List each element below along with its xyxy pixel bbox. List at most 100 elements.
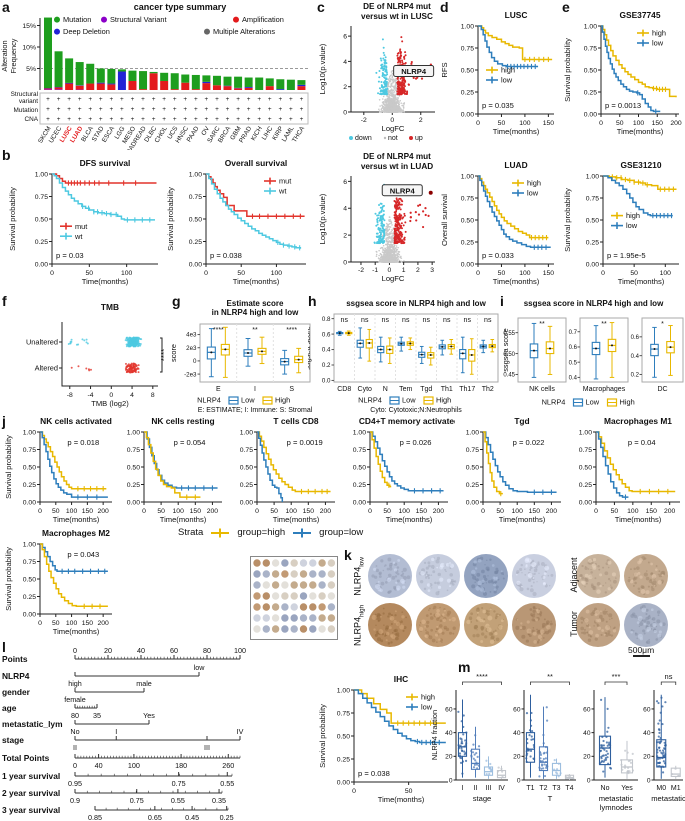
svg-text:+: + [109,96,113,103]
panel-k-tma-thumbnail [250,556,338,640]
svg-text:Overall survival: Overall survival [440,194,449,246]
svg-text:Time(months): Time(months) [617,127,664,136]
svg-text:NLRP4: NLRP4 [358,396,382,405]
km-j5-chart: 0.00 0.25 0.50 0.75 1.00 0 50 100 150 200Time(mon… [466,416,561,524]
svg-text:p = 0.038: p = 0.038 [210,251,242,260]
svg-text:6: 6 [343,179,347,186]
svg-text:**: ** [601,321,607,328]
svg-text:0.00: 0.00 [35,261,48,268]
svg-text:+: + [88,96,92,103]
svg-text:200: 200 [670,120,682,127]
panel-g-estimate-score: Estimate score in NLRP4 high and low -2e3 0… [168,298,314,418]
svg-text:ns: ns [423,317,431,324]
svg-text:+: + [120,116,124,123]
svg-text:+: + [131,116,135,123]
svg-text:Log10(p.value): Log10(p.value) [318,193,327,244]
svg-text:50: 50 [270,508,278,515]
svg-text:100: 100 [66,508,78,515]
svg-text:1.00: 1.00 [23,429,36,436]
svg-text:Structural: Structural [11,91,38,98]
panel-k-ihc-cores [366,551,685,651]
svg-text:0.75: 0.75 [127,447,140,454]
svg-text:0.25: 0.25 [586,239,599,246]
svg-text:+: + [205,116,209,123]
svg-text:0.75: 0.75 [353,447,366,454]
svg-text:200: 200 [97,620,109,627]
svg-text:+: + [257,106,261,113]
svg-text:1.00: 1.00 [466,429,479,436]
svg-text:+: + [173,96,177,103]
svg-text:+: + [205,96,209,103]
svg-text:TMB (log2): TMB (log2) [91,399,129,408]
vol-c1-chart: 0 2 4 6 -2 0 2 LogFC Log10(p.value) DE of NLRP4 m… [318,2,435,142]
svg-text:8: 8 [151,392,155,399]
svg-text:2e3: 2e3 [186,345,197,352]
svg-text:1.00: 1.00 [353,429,366,436]
svg-text:0.25: 0.25 [189,239,202,246]
svg-text:NLRP4: NLRP4 [401,67,427,76]
svg-text:15%: 15% [22,23,36,30]
svg-text:+: + [300,96,304,103]
svg-text:0.00: 0.00 [240,499,253,506]
svg-text:0.00: 0.00 [23,611,36,618]
svg-text:ns: ns [443,317,451,324]
svg-text:0.75: 0.75 [35,194,48,201]
svg-text:0: 0 [481,508,485,515]
svg-text:0.50: 0.50 [189,216,202,223]
panel-j-label: j [2,413,6,429]
svg-text:0.75: 0.75 [23,559,36,566]
svg-text:0.50: 0.50 [503,352,515,358]
svg-text:0.25: 0.25 [461,89,474,96]
km-j6-chart: 0.00 0.25 0.50 0.75 1.00 0 50 100 150 200Time(mon… [579,416,680,524]
svg-text:+: + [131,96,135,103]
panel-m-label: m [458,659,471,675]
svg-text:Low: Low [402,396,416,405]
svg-text:100: 100 [286,508,298,515]
svg-text:+: + [236,116,240,123]
panel-k-tumor-label: Tumor [569,611,579,637]
panel-f-chart: TMB -8 -4 0 4 8 TMB (log2) Unaltered Altered **** [26,302,169,408]
svg-text:CD4+T memory activated: CD4+T memory activated [359,416,455,426]
svg-text:ssgsea score in NLRP4 high and: ssgsea score in NLRP4 high and low [524,299,664,308]
svg-text:+: + [226,106,230,113]
panel-l-label: l [2,639,6,655]
svg-text:+: + [226,116,230,123]
svg-text:0: 0 [109,392,113,399]
vol-c2-chart: 0 2 4 6 -2 -1 0 1 2 3 LogFC Log10(p.value) DE of NLR… [318,152,435,283]
svg-text:0.50: 0.50 [579,464,592,471]
svg-text:p = 0.035: p = 0.035 [482,101,514,110]
box-h-chart: ssgsea score in NLRP4 high and low 0.0 0.2… [308,299,499,414]
svg-text:4: 4 [130,392,134,399]
svg-text:Deep Deletion: Deep Deletion [63,27,110,36]
panel-m-boxplots: NLRP4 fraction 0 20 40 60 I II III IV **** stage 0 2… [428,648,685,821]
svg-text:Tgd: Tgd [514,416,529,426]
svg-text:+: + [109,116,113,123]
svg-text:+: + [67,96,71,103]
svg-text:0.0: 0.0 [322,378,331,385]
svg-text:+: + [183,96,187,103]
svg-text:0.6: 0.6 [631,335,640,341]
km-ihc-chart: 0.000.250.500.751.000 50Time(months)Survi… [318,674,448,804]
svg-text:100: 100 [519,270,531,277]
svg-text:mut: mut [279,177,291,186]
svg-text:+: + [131,106,135,113]
svg-text:0.4: 0.4 [631,354,640,360]
svg-text:0.25: 0.25 [466,482,479,489]
svg-text:THCA: THCA [291,125,307,144]
svg-text:-2e3: -2e3 [184,371,197,378]
svg-text:50: 50 [498,120,506,127]
svg-text:+: + [88,116,92,123]
svg-text:p = 0.0019: p = 0.0019 [287,438,323,447]
svg-text:in NLRP4 high and low: in NLRP4 high and low [212,308,299,317]
svg-text:ssgsea score in NLRP4 high and: ssgsea score in NLRP4 high and low [346,299,486,308]
strata-group-high: group=high [237,527,286,538]
svg-text:+: + [120,96,124,103]
svg-text:200: 200 [664,508,676,515]
svg-text:low: low [652,39,664,48]
panel-j-nk-activated: 0.00 0.25 0.50 0.75 1.00 0 50 100 150 200 Time(mon… [2,416,116,528]
svg-text:Estimate score: Estimate score [227,299,284,308]
svg-text:up: up [415,135,423,142]
svg-text:1.00: 1.00 [586,173,599,180]
